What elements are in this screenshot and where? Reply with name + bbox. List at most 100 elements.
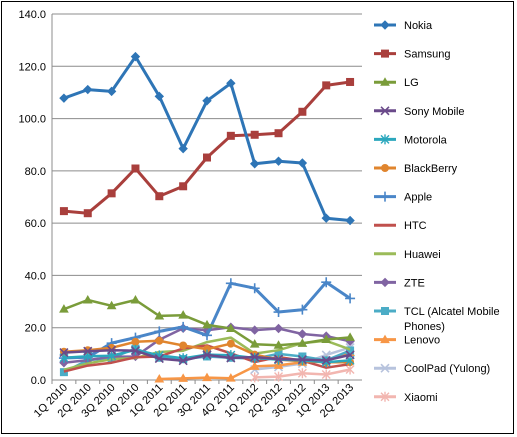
legend-label: CoolPad (Yulong) — [404, 363, 490, 375]
data-point — [249, 159, 260, 169]
legend-item: LG — [374, 77, 419, 89]
data-point — [225, 373, 236, 382]
data-point — [274, 129, 283, 138]
data-point — [225, 278, 236, 289]
data-point — [250, 352, 260, 362]
data-point — [202, 330, 212, 341]
y-tick-label: 20.0 — [25, 323, 46, 335]
data-point — [178, 321, 189, 332]
data-point — [298, 107, 307, 116]
legend-item: Motorola — [374, 134, 448, 146]
legend-item: Huawei — [374, 249, 441, 261]
data-point — [178, 356, 188, 366]
y-tick-label: 80.0 — [25, 166, 46, 178]
data-point — [82, 294, 93, 304]
data-point — [179, 341, 188, 350]
data-point — [297, 338, 308, 347]
data-point — [226, 131, 235, 140]
series-lines — [58, 51, 356, 383]
data-point — [226, 353, 236, 363]
data-point — [226, 78, 236, 88]
legend: Nokia Samsung LG Sony Mobile Motorola BlackBe… — [374, 20, 500, 404]
data-point — [345, 350, 355, 360]
legend-item: Apple — [374, 191, 432, 204]
data-point — [345, 332, 355, 341]
data-point — [380, 277, 390, 288]
data-point — [203, 153, 211, 162]
data-point — [154, 353, 164, 364]
data-point — [131, 337, 140, 346]
data-point — [321, 334, 332, 343]
data-point — [380, 191, 390, 202]
data-point — [381, 307, 389, 315]
legend-item: CoolPad (Yulong) — [374, 363, 490, 375]
data-point — [297, 329, 308, 339]
data-point — [380, 77, 390, 86]
data-point — [380, 363, 390, 373]
data-point — [322, 81, 331, 90]
data-point — [297, 158, 308, 168]
legend-label: Xiaomi — [404, 392, 438, 404]
data-point — [226, 339, 235, 348]
data-point — [380, 134, 390, 145]
y-tick-label: 60.0 — [25, 218, 46, 230]
legend-label: TCL (Alcatel Mobile Phones) — [404, 306, 500, 333]
data-point — [321, 369, 331, 380]
data-point — [381, 49, 389, 58]
data-point — [274, 371, 284, 382]
data-point — [297, 304, 308, 315]
gridlines — [52, 13, 362, 381]
series-samsung — [59, 77, 355, 218]
data-point — [273, 340, 284, 349]
data-point — [107, 189, 116, 198]
data-point — [178, 143, 188, 154]
data-point — [106, 86, 117, 97]
legend-item: TCL (Alcatel Mobile Phones) — [374, 306, 500, 333]
data-point — [249, 339, 260, 348]
data-point — [249, 361, 260, 370]
data-point — [154, 326, 165, 337]
legend-label: BlackBerry — [404, 163, 458, 175]
data-point — [225, 323, 236, 332]
legend-item: Sony Mobile — [374, 106, 465, 118]
data-point — [202, 96, 212, 106]
data-point — [154, 373, 165, 383]
data-point — [83, 346, 93, 356]
legend-item: Lenovo — [374, 334, 440, 347]
y-tick-label: 100.0 — [18, 114, 46, 126]
data-point — [297, 368, 307, 379]
data-point — [202, 350, 212, 360]
data-point — [130, 346, 141, 356]
legend-item: Xiaomi — [374, 392, 438, 404]
y-tick-label: 0.0 — [31, 375, 46, 387]
legend-label: Motorola — [404, 134, 448, 146]
data-point — [380, 106, 390, 116]
data-point — [130, 51, 141, 62]
y-tick-label: 140.0 — [18, 9, 46, 21]
y-axis: 0.0 20.0 40.0 60.0 80.0 100.0 120.0 140.0 — [18, 9, 53, 387]
data-point — [249, 325, 260, 335]
data-point — [202, 319, 212, 329]
legend-label: Sony Mobile — [404, 106, 465, 118]
data-point — [155, 336, 164, 345]
data-point — [250, 372, 260, 383]
data-point — [273, 360, 284, 369]
y-tick-label: 120.0 — [18, 61, 46, 73]
legend-item: BlackBerry — [374, 163, 458, 175]
data-point — [107, 345, 117, 355]
data-point — [345, 293, 356, 304]
data-point — [297, 355, 307, 365]
data-point — [380, 334, 390, 344]
legend-item: HTC — [374, 220, 427, 232]
data-point — [321, 213, 331, 223]
legend-item: Samsung — [374, 49, 450, 61]
data-point — [381, 164, 389, 172]
data-point — [154, 91, 165, 102]
data-point — [178, 310, 189, 319]
data-point — [131, 164, 140, 173]
data-point — [59, 93, 69, 103]
data-point — [59, 304, 69, 313]
data-point — [250, 130, 259, 139]
